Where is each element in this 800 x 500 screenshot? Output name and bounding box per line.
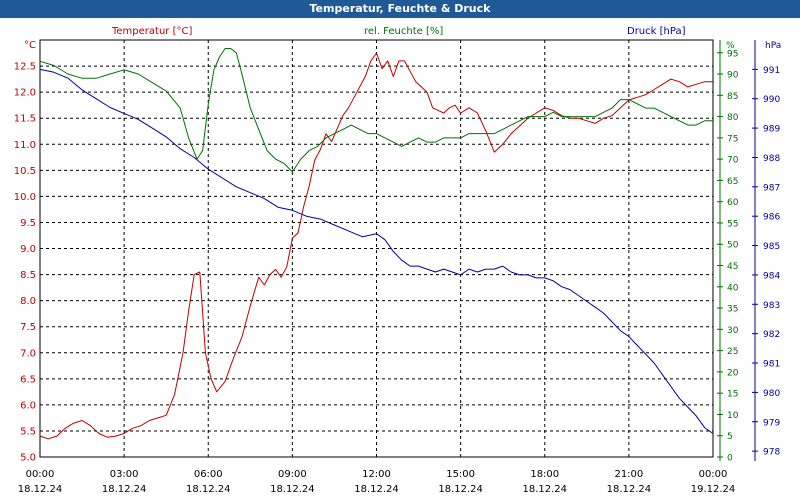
humidity-tick-label: 65: [727, 177, 738, 187]
x-tick-date: 18.12.24: [18, 484, 63, 495]
x-tick-time: 03:00: [110, 469, 139, 480]
x-tick-time: 15:00: [446, 469, 475, 480]
humidity-tick-label: 0: [727, 454, 733, 464]
pressure-tick-label: 981: [763, 360, 780, 370]
humidity-tick-label: 45: [727, 262, 738, 272]
humidity-tick-label: 15: [727, 390, 738, 400]
pressure-tick-label: 991: [763, 66, 780, 76]
temperature-tick-label: 9.5: [20, 218, 36, 229]
x-tick-time: 18:00: [530, 469, 559, 480]
x-tick-time: 06:00: [194, 469, 223, 480]
chart-title: Temperatur, Feuchte & Druck: [0, 0, 800, 18]
temperature-tick-label: 8.0: [20, 296, 36, 307]
humidity-tick-label: 55: [727, 219, 738, 229]
grid-lines: [40, 40, 713, 457]
temperature-tick-label: 11.5: [14, 114, 36, 125]
humidity-tick-label: 75: [727, 134, 738, 144]
x-tick-date: 18.12.24: [354, 484, 399, 495]
humidity-tick-label: 5: [727, 432, 733, 442]
pressure-tick-label: 982: [763, 330, 780, 340]
pressure-unit: hPa: [765, 41, 781, 51]
x-tick-time: 09:00: [278, 469, 307, 480]
pressure-tick-label: 989: [763, 125, 780, 135]
x-tick-date: 18.12.24: [522, 484, 567, 495]
humidity-tick-label: 85: [727, 92, 738, 102]
humidity-tick-label: 30: [727, 326, 739, 336]
temperature-tick-label: 7.5: [20, 322, 36, 333]
temperature-tick-label: 12.0: [14, 88, 36, 99]
humidity-tick-label: 95: [727, 49, 738, 59]
x-tick-date: 19.12.24: [691, 484, 736, 495]
pressure-axis-label: Druck [hPa]: [627, 26, 686, 37]
humidity-tick-label: 70: [727, 156, 739, 166]
x-tick-time: 00:00: [26, 469, 55, 480]
series-line-pressure: [39, 68, 714, 434]
humidity-tick-label: 35: [727, 305, 738, 315]
plot-frame: [39, 39, 714, 458]
x-tick-date: 18.12.24: [186, 484, 231, 495]
temperature-tick-label: 8.5: [20, 270, 36, 281]
pressure-tick-label: 984: [763, 271, 780, 281]
temperature-unit: °C: [24, 40, 36, 51]
pressure-tick-label: 987: [763, 183, 780, 193]
pressure-tick-label: 985: [763, 242, 780, 252]
humidity-axis-label: rel. Feuchte [%]: [364, 26, 443, 37]
humidity-tick-label: 25: [727, 347, 738, 357]
data-lines: [39, 48, 714, 440]
humidity-tick-label: 50: [727, 241, 739, 251]
x-tick-date: 18.12.24: [438, 484, 483, 495]
x-tick-date: 18.12.24: [607, 484, 652, 495]
temperature-tick-label: 11.0: [14, 140, 36, 151]
humidity-tick-label: 10: [727, 411, 739, 421]
temperature-tick-label: 10.5: [14, 166, 36, 177]
humidity-tick-label: 60: [727, 198, 739, 208]
humidity-tick-label: 40: [727, 283, 739, 293]
x-tick-time: 00:00: [699, 469, 728, 480]
humidity-tick-label: 80: [727, 113, 739, 123]
x-tick-time: 21:00: [614, 469, 643, 480]
temperature-tick-label: 5.5: [20, 426, 36, 437]
pressure-tick-label: 990: [763, 95, 780, 105]
pressure-tick-label: 978: [763, 448, 780, 458]
pressure-tick-label: 980: [763, 389, 780, 399]
humidity-unit: %: [726, 41, 735, 51]
pressure-tick-label: 988: [763, 154, 780, 164]
x-tick-time: 12:00: [362, 469, 391, 480]
pressure-tick-label: 983: [763, 301, 780, 311]
pressure-tick-label: 986: [763, 213, 780, 223]
temperature-tick-label: 12.5: [14, 62, 36, 73]
humidity-tick-label: 20: [727, 368, 739, 378]
temperature-axis-label: Temperatur [°C]: [111, 26, 192, 37]
pressure-tick-label: 979: [763, 418, 780, 428]
temperature-tick-label: 7.0: [20, 348, 36, 359]
temperature-tick-label: 5.0: [20, 453, 36, 464]
series-line-humidity: [39, 48, 713, 173]
temperature-tick-label: 9.0: [20, 244, 36, 255]
temperature-tick-label: 10.0: [14, 192, 36, 203]
temperature-tick-label: 6.0: [20, 400, 36, 411]
x-tick-date: 18.12.24: [102, 484, 147, 495]
series-line-temperature: [39, 52, 713, 440]
x-tick-date: 18.12.24: [270, 484, 315, 495]
temperature-tick-label: 6.5: [20, 374, 36, 385]
humidity-tick-label: 90: [727, 71, 739, 81]
axis-ticks: 00:00 18.12.24 03:00 18.12.24 06:00 18.12.24 0…: [14, 49, 781, 495]
